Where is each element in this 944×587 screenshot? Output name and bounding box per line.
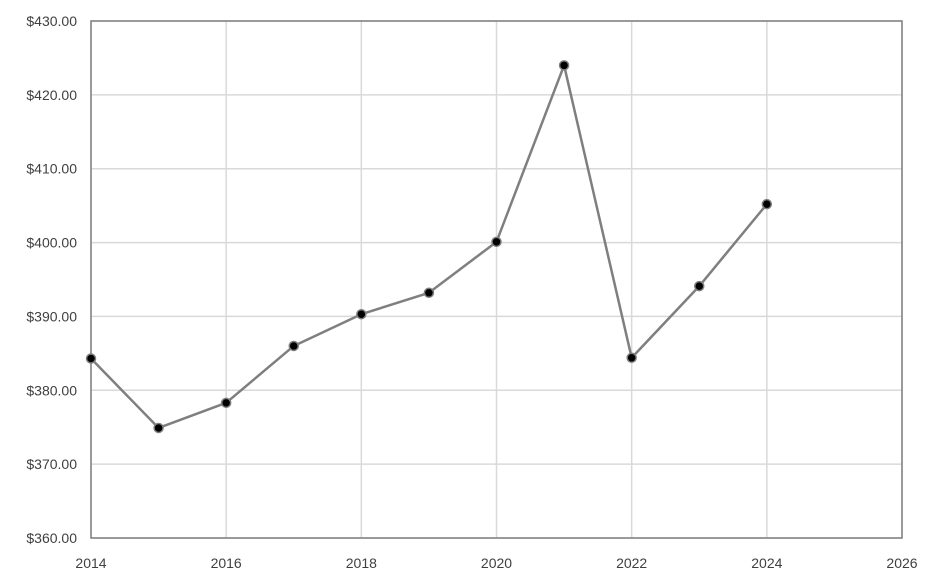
data-point (356, 308, 367, 320)
vertical-gridlines (90, 21, 903, 538)
y-tick-label: $390.00 (26, 308, 77, 324)
data-point (761, 198, 773, 210)
data-point (85, 353, 97, 364)
y-axis-tick-labels: $360.00 $370.00 $380.00 $390.00 $400.00 $410.… (26, 13, 77, 546)
y-tick-label: $360.00 (26, 530, 77, 546)
x-tick-label: 2016 (211, 555, 242, 571)
y-tick-label: $400.00 (26, 235, 77, 251)
x-tick-label: 2018 (346, 555, 377, 571)
data-point (288, 340, 299, 352)
y-tick-label: $420.00 (26, 87, 77, 103)
x-tick-label: 2024 (751, 555, 782, 571)
x-axis-tick-labels: 2014 2016 2018 2020 2022 2024 2026 (75, 555, 917, 571)
data-point (694, 280, 705, 292)
series-line (90, 64, 768, 430)
x-tick-label: 2026 (886, 555, 917, 571)
x-tick-label: 2014 (75, 555, 106, 571)
horizontal-gridlines (91, 20, 902, 539)
data-point (423, 287, 435, 299)
data-point (153, 422, 164, 434)
data-point (220, 397, 232, 409)
data-point (558, 60, 570, 71)
y-tick-label: $380.00 (26, 382, 77, 398)
y-tick-label: $370.00 (26, 456, 77, 472)
data-series (85, 60, 773, 434)
data-point (626, 352, 637, 364)
x-tick-label: 2022 (616, 555, 647, 571)
y-tick-label: $410.00 (26, 161, 77, 177)
plot-area (90, 20, 903, 539)
x-tick-label: 2020 (481, 555, 512, 571)
data-point (491, 236, 502, 248)
y-tick-label: $430.00 (26, 13, 77, 29)
